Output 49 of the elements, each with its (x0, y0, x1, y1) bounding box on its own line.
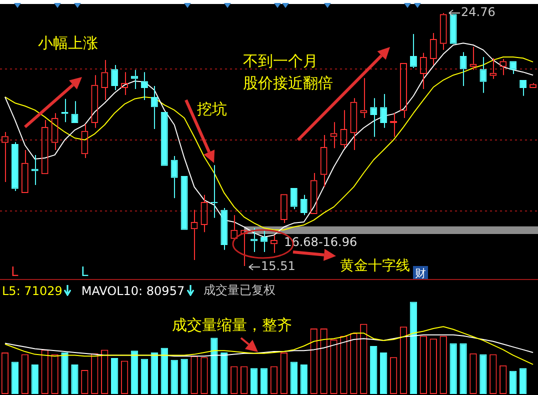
bar (170, 360, 178, 394)
candlestick (480, 56, 487, 94)
text: 成交量已复权 (204, 282, 276, 299)
annotation: 不到一个月 (243, 52, 318, 70)
bar (71, 364, 78, 394)
candlestick (111, 64, 118, 91)
annotation: 15.51 (261, 259, 296, 274)
candlestick (300, 194, 308, 216)
bar (290, 362, 298, 394)
annotation: L (81, 265, 89, 280)
candlestick (131, 69, 138, 90)
bar (160, 348, 168, 394)
bar (220, 352, 228, 394)
bar (300, 364, 308, 394)
annotation: 24.76 (461, 5, 496, 20)
bar (250, 368, 258, 394)
bar (460, 343, 467, 394)
bar (380, 352, 388, 394)
bar (61, 352, 68, 394)
bar (180, 358, 188, 394)
bar (150, 352, 158, 394)
text: MAVOL10: 80957 (81, 284, 185, 298)
annotation: 挖坑 (197, 100, 227, 118)
bar (450, 343, 457, 394)
annotation: 黄金十字线 (340, 258, 410, 274)
text: L5: 71029 (2, 284, 62, 298)
bar (370, 346, 378, 394)
candlestick (390, 112, 398, 138)
annotation: 股价接近翻倍 (243, 74, 333, 92)
candlestick (460, 52, 467, 87)
annotation: 成交量缩量，整齐 (172, 316, 292, 334)
bar (31, 364, 38, 394)
bar (519, 368, 527, 394)
bar (210, 338, 218, 394)
candlestick (170, 156, 178, 199)
candlestick (11, 142, 18, 192)
bar (110, 358, 118, 394)
bar (510, 370, 517, 394)
candlestick (380, 93, 388, 128)
bar (130, 350, 138, 394)
bar (260, 368, 268, 394)
text: 财 (415, 267, 426, 280)
annotation: L (11, 265, 19, 280)
bar (140, 358, 148, 394)
bar (11, 362, 19, 394)
bar (480, 354, 487, 394)
annotation: 小幅上涨 (38, 34, 98, 52)
candlestick (220, 208, 228, 250)
bar (410, 302, 418, 394)
